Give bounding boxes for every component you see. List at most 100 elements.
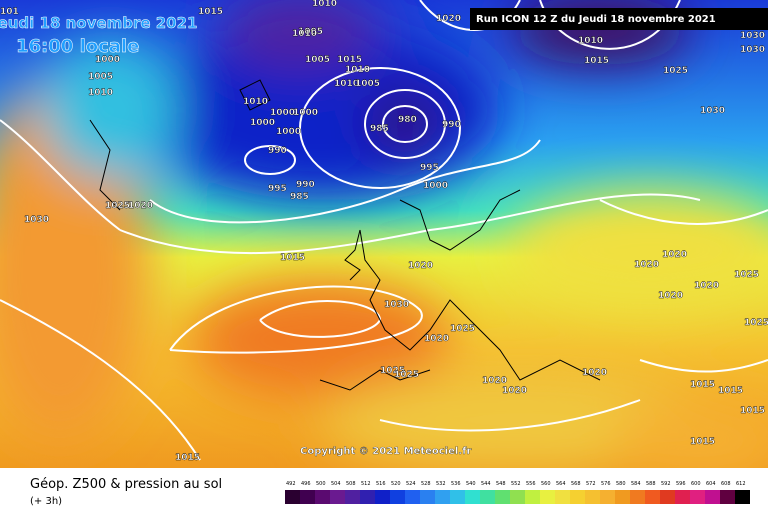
legend-label: 532	[436, 481, 446, 487]
isobar-label: 985	[370, 124, 389, 134]
coastlines	[89, 79, 601, 391]
legend-label: 548	[496, 481, 506, 487]
isobar-label: 1025	[105, 201, 130, 211]
isobar-label: 1000	[250, 118, 275, 128]
isobar-label: 1005	[305, 55, 330, 65]
isobar-label: 1025	[663, 66, 688, 76]
isobar-label: 1015	[718, 386, 743, 396]
isobar-label: 1020	[128, 201, 153, 211]
legend-swatch	[495, 490, 510, 504]
legend-swatch	[360, 490, 375, 504]
isobar-label: 1005	[88, 72, 113, 82]
isobars	[0, 0, 768, 460]
isobar-label: 1020	[658, 291, 683, 301]
isobar-label: 1020	[436, 14, 461, 24]
legend-swatch	[330, 490, 345, 504]
isobar-label: 1030	[740, 45, 765, 55]
isobar-label: 1000	[270, 108, 295, 118]
legend-swatch	[315, 490, 330, 504]
legend-label: 568	[571, 481, 581, 487]
isobar-label: 990	[296, 180, 315, 190]
isobar-label: 1030	[740, 31, 765, 41]
legend-swatch	[390, 490, 405, 504]
legend-swatch	[525, 490, 540, 504]
isobar-label: 995	[420, 163, 439, 173]
legend-swatch	[675, 490, 690, 504]
legend-label: 504	[331, 481, 341, 487]
legend-swatch	[450, 490, 465, 504]
isobar-label: 1020	[634, 260, 659, 270]
legend-label: 540	[466, 481, 476, 487]
isobar-label: 1020	[694, 281, 719, 291]
legend-label: 536	[451, 481, 461, 487]
isobar-label: 1010	[292, 29, 317, 39]
legend-swatch	[630, 490, 645, 504]
legend-swatch	[300, 490, 315, 504]
legend-label: 524	[406, 481, 416, 487]
footer-title: Géop. Z500 & pression au sol	[30, 477, 222, 492]
legend-swatch	[510, 490, 525, 504]
isobar-label: 1030	[700, 106, 725, 116]
legend-label: 508	[346, 481, 356, 487]
run-label: Run ICON 12 Z du Jeudi 18 novembre 2021	[476, 14, 716, 25]
legend-swatch	[480, 490, 495, 504]
isobar-label: 1010	[312, 0, 337, 9]
legend-swatch	[600, 490, 615, 504]
legend-label: 500	[316, 481, 326, 487]
isobar-label: 1025	[394, 370, 419, 380]
legend-label: 516	[376, 481, 386, 487]
isobar-label: 1005	[355, 79, 380, 89]
legend-label: 528	[421, 481, 431, 487]
legend-label: 592	[661, 481, 671, 487]
legend-swatch	[705, 490, 720, 504]
legend-label: 552	[511, 481, 521, 487]
legend-swatch	[690, 490, 705, 504]
isobar-label: 1030	[24, 215, 49, 225]
legend-label: 612	[736, 481, 746, 487]
legend-swatch	[585, 490, 600, 504]
footer-lead: (+ 3h)	[30, 496, 62, 507]
isobar-label: 1025	[450, 324, 475, 334]
legend-label: 564	[556, 481, 566, 487]
isobar-label: 1015	[740, 406, 765, 416]
color-legend: 492 496 500 504 508 512 516 520 524 528 532 536 540 5…	[285, 481, 750, 504]
isobar-label: 1005	[298, 27, 323, 37]
legend-label: 604	[706, 481, 716, 487]
isobar-label: 101	[0, 7, 19, 17]
isobar-label: 1015	[690, 380, 715, 390]
isobar-label: 1015	[584, 56, 609, 66]
legend-label: 520	[391, 481, 401, 487]
isobar-label: 1010	[334, 79, 359, 89]
time-label: 16:00 locale	[16, 36, 139, 57]
isobar-label: 1000	[95, 55, 120, 65]
legend-swatch	[285, 490, 300, 504]
isobar-label: 1015	[337, 55, 362, 65]
legend-swatch	[540, 490, 555, 504]
isobar-label: 1000	[423, 181, 448, 191]
isobar-label: 1015	[690, 437, 715, 447]
isobar-label: 1020	[582, 368, 607, 378]
legend-swatch	[735, 490, 750, 504]
legend-swatch	[465, 490, 480, 504]
legend-swatch	[375, 490, 390, 504]
legend-swatch	[435, 490, 450, 504]
isobar-label: 1030	[384, 300, 409, 310]
legend-label: 556	[526, 481, 536, 487]
isobar-label: 1020	[408, 261, 433, 271]
isobar-label: 1020	[424, 334, 449, 344]
isobar-label: 1010	[345, 65, 370, 75]
run-banner	[470, 8, 768, 30]
isobar-label: 1010	[243, 97, 268, 107]
copyright: Copyright © 2021 Meteociel.fr	[300, 446, 471, 457]
isobar-label: 990	[442, 120, 461, 130]
isobar-label: 1000	[276, 127, 301, 137]
legend-label: 588	[646, 481, 656, 487]
isobar-label: 1020	[482, 376, 507, 386]
legend-swatch	[420, 490, 435, 504]
legend-label: 572	[586, 481, 596, 487]
legend-swatch	[405, 490, 420, 504]
isobar-label: 1020	[662, 250, 687, 260]
